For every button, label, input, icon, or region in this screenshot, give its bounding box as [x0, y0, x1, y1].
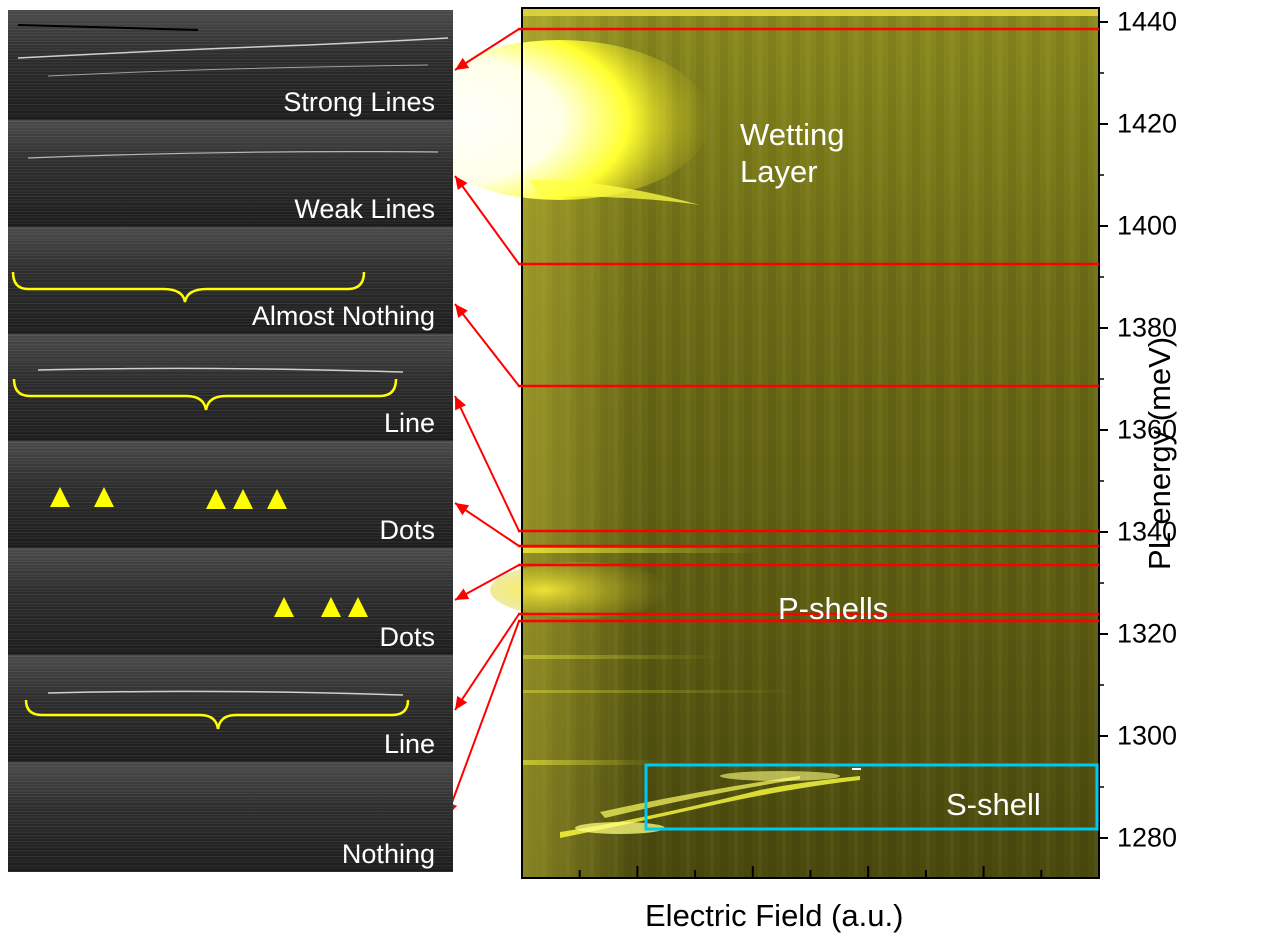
red-arrow: [454, 175, 520, 265]
x-axis-ticks: [578, 866, 1043, 878]
s-shell-box: [644, 763, 1099, 831]
yellow-triangle: [50, 487, 70, 507]
red-energy-lines: [518, 27, 1099, 623]
yellow-triangle: [321, 597, 341, 617]
yellow-triangle: [267, 489, 287, 509]
p-shells-label: P-shells: [778, 591, 889, 626]
yellow-brace: [24, 699, 410, 730]
panel-label: Line: [383, 729, 435, 759]
red-arrow: [454, 395, 520, 532]
red-arrowhead: [455, 396, 466, 411]
y-tick-label: 1320: [1117, 618, 1178, 649]
panel-label: Strong Lines: [283, 87, 435, 117]
yellow-triangle: [274, 597, 294, 617]
red-arrow: [454, 303, 520, 387]
p-shell-emission: [490, 562, 670, 618]
panel-label: Almost Nothing: [251, 301, 435, 331]
image-panel-8: Nothing: [8, 762, 453, 872]
image-panel-2: Weak Lines: [8, 120, 453, 227]
panel-label: Nothing: [341, 839, 435, 869]
red-arrowhead: [455, 588, 470, 600]
red-arrowhead: [455, 176, 468, 191]
red-arrowhead: [455, 304, 468, 318]
red-arrows: [445, 28, 520, 817]
image-panel-1: Strong Lines: [8, 10, 453, 120]
image-panel-7: Line: [8, 655, 453, 762]
y-tick-label: 1340: [1117, 516, 1178, 547]
y-tick-label: 1300: [1117, 720, 1178, 751]
red-arrow: [454, 613, 520, 711]
y-axis-ticks: [1099, 21, 1108, 839]
image-panel-3: Almost Nothing: [8, 227, 453, 334]
s-shell-emission: [560, 771, 860, 838]
yellow-triangle: [94, 487, 114, 507]
panel-label: Weak Lines: [294, 194, 435, 224]
image-panel-4: Line: [8, 334, 453, 441]
y-tick-label: 1280: [1117, 822, 1178, 853]
y-axis-title: PL energy (meV): [1142, 336, 1177, 570]
red-arrow: [446, 620, 520, 817]
yellow-triangle: [233, 489, 253, 509]
wetting-layer-label: Wetting Layer: [740, 117, 845, 190]
red-arrowhead: [455, 503, 470, 516]
yellow-brace: [12, 378, 398, 411]
s-shell-label: S-shell: [946, 787, 1041, 822]
image-panel-6: Dots: [8, 548, 453, 655]
wetting-layer-emission: [410, 40, 710, 200]
y-tick-label: 1360: [1117, 414, 1178, 445]
yellow-triangle: [206, 489, 226, 509]
y-tick-label: 1420: [1117, 108, 1178, 139]
y-tick-label: 1440: [1117, 6, 1178, 37]
panel-label: Dots: [379, 622, 435, 652]
image-panel-5: Dots: [8, 441, 453, 548]
red-arrowhead: [455, 695, 468, 710]
x-axis-title: Electric Field (a.u.): [645, 898, 904, 933]
panel-label: Line: [383, 408, 435, 438]
y-tick-label: 1380: [1117, 312, 1178, 343]
yellow-brace: [11, 271, 366, 303]
yellow-triangle: [348, 597, 368, 617]
red-arrowhead: [455, 57, 470, 70]
panel-label: Dots: [379, 515, 435, 545]
y-tick-label: 1400: [1117, 210, 1178, 241]
